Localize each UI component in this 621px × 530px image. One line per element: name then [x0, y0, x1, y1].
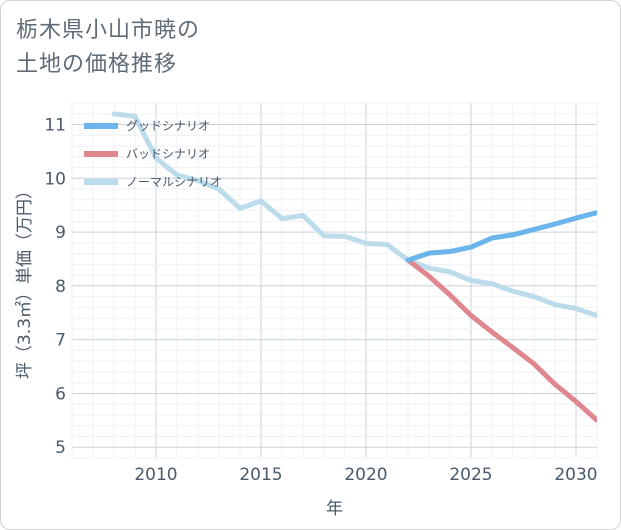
series-line-2 [111, 111, 597, 318]
y-tick-label: 7 [55, 331, 66, 351]
y-ticks: 5 6 7 8 9 10 11 [44, 116, 66, 459]
grid [71, 102, 598, 459]
x-ticks: 2010 2015 2020 2025 2030 [134, 465, 597, 485]
series-line-0 [405, 210, 597, 263]
x-axis-label: 年 [326, 499, 343, 519]
x-tick-label: 2025 [449, 465, 492, 485]
x-tick-label: 2010 [134, 465, 177, 485]
y-axis-label: 坪（3.3㎡）単価（万円） [15, 182, 35, 379]
y-tick-label: 9 [55, 223, 66, 243]
series-lines [111, 111, 597, 423]
x-tick-label: 2020 [344, 465, 387, 485]
title-line-1: 栃木県小山市暁の [16, 18, 201, 43]
legend-label: グッドシナリオ [126, 119, 210, 133]
x-tick-label: 2030 [554, 465, 597, 485]
legend-label: バッドシナリオ [126, 147, 210, 161]
x-tick-label: 2015 [239, 465, 282, 485]
title-line-2: 土地の価格推移 [16, 52, 178, 77]
chart-title: 栃木県小山市暁の 土地の価格推移 [16, 14, 376, 82]
legend-label: ノーマルシナリオ [126, 175, 222, 189]
y-tick-label: 5 [55, 438, 66, 458]
y-tick-label: 8 [55, 277, 66, 297]
series-line-1 [405, 257, 597, 423]
y-tick-label: 10 [44, 169, 66, 189]
y-tick-label: 6 [55, 384, 66, 404]
y-tick-label: 11 [44, 116, 66, 136]
